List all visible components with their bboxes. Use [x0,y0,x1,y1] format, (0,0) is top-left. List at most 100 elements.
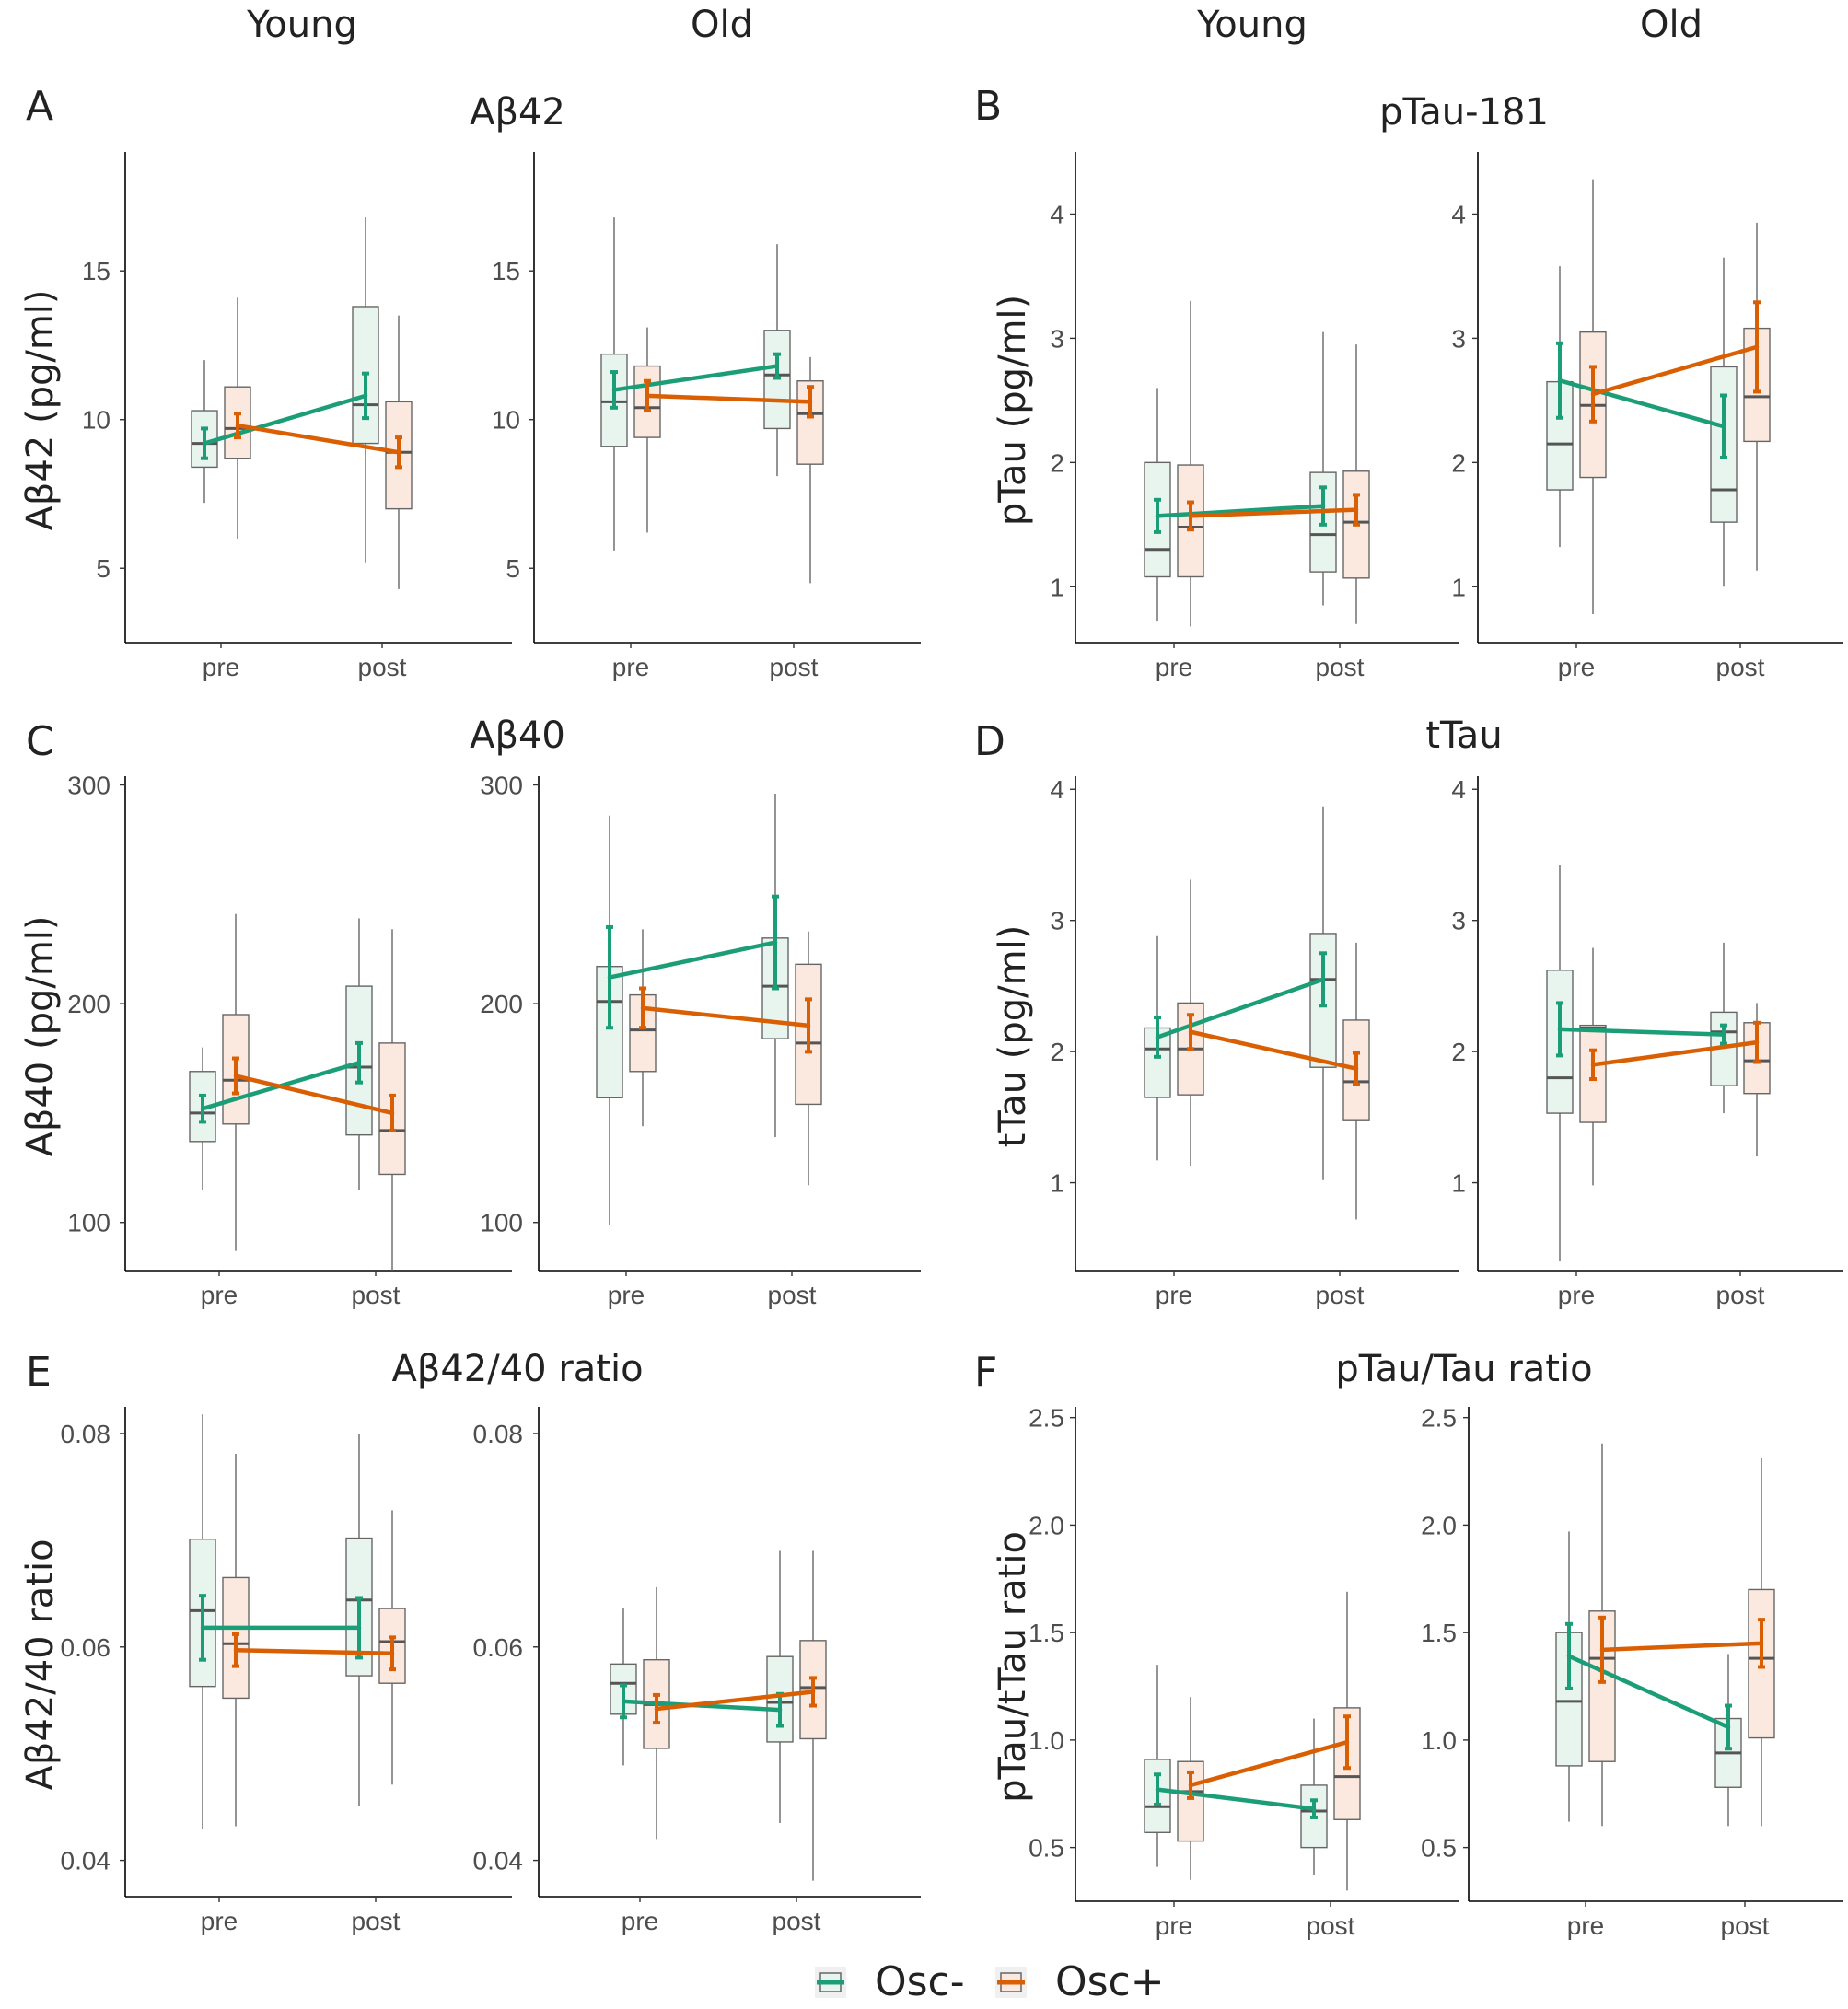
y-tick-label: 2 [1050,1038,1064,1066]
x-tick-label-post: post [1316,1281,1365,1309]
y-tick-label: 1.5 [1029,1619,1064,1647]
boxplot-osc-plus-post [1748,1458,1775,1827]
boxplot-osc-minus-post [766,1550,794,1824]
y-tick-label: 1.0 [1421,1726,1457,1755]
error-bar-osc-minus-post [1319,485,1327,527]
mean-line-osc-minus [1566,1654,1731,1730]
error-bar-osc-minus-pre [1565,1621,1573,1690]
error-bar-osc-minus-pre [1154,497,1161,534]
y-tick-label: 4 [1050,200,1064,228]
mean-line-osc-minus [1155,977,1326,1039]
mean-line-osc-plus [640,1005,811,1028]
mean-line-osc-plus [233,1074,395,1116]
panel-letter-a: A [26,83,53,130]
error-bar-osc-plus-post [807,385,814,419]
error-bar-osc-minus-pre [606,924,613,1030]
panel-old: 0.04 0.06 0.08 pre post [473,1407,921,1935]
error-bar-osc-minus-pre [1556,1001,1563,1058]
error-bar-osc-plus-pre [232,1056,239,1096]
chart-title: Aβ42 [470,91,565,134]
chart-c: C Aβ40 Aβ40 (pg/ml) 100 200 300 pre post 100 200 3… [19,714,921,1309]
column-header-old-left: Old [691,4,753,46]
error-bar-osc-minus-post [1720,1023,1727,1046]
error-bar-osc-minus-pre [1154,1772,1161,1806]
error-bar-osc-minus-pre [610,370,618,410]
y-tick-label: 3 [1050,324,1064,353]
x-tick-label-post: post [352,1907,401,1935]
y-tick-label: 0.08 [473,1420,524,1448]
boxplot-osc-plus-post [795,931,822,1186]
mean-line-osc-plus [1188,1029,1359,1071]
error-bar-osc-plus-post [389,1635,396,1672]
y-tick-label: 3 [1451,907,1466,935]
error-bar-osc-minus-pre [1154,1016,1161,1059]
error-bar-osc-plus-pre [1187,1770,1194,1800]
error-bar-osc-plus-pre [232,1632,239,1668]
mean-line-osc-plus [1188,1739,1350,1788]
error-bar-osc-plus-pre [1589,365,1597,424]
x-tick-label-pre: pre [1156,653,1192,681]
y-tick-label: 2.5 [1029,1404,1064,1433]
mean-line-osc-minus [1155,504,1326,518]
y-tick-label: 200 [67,990,110,1018]
y-tick-label: 2.0 [1421,1511,1457,1539]
error-bar-osc-plus-pre [234,412,241,440]
boxplot-osc-minus-pre [1144,935,1171,1161]
boxplot-osc-minus-pre [1144,1665,1171,1867]
error-bar-osc-minus-post [773,352,781,380]
boxplot-osc-minus-post [1300,1718,1328,1875]
x-tick-label-post: post [352,1281,401,1309]
y-axis-label: pTau (pg/ml) [992,295,1034,526]
y-tick-label: 3 [1050,907,1064,935]
y-tick-label: 100 [480,1209,523,1237]
error-bar-osc-plus-post [1353,1051,1360,1086]
boxplot-osc-plus-pre [1177,300,1204,627]
y-axis-label: tTau (pg/ml) [992,925,1034,1148]
y-tick-label: 1.0 [1029,1726,1064,1755]
y-tick-label: 0.06 [61,1633,111,1662]
error-bar-osc-minus-pre [1556,341,1563,420]
chart-e: E Aβ42/40 ratio Aβ42/40 ratio 0.04 0.06 0.08 p… [19,1348,921,1935]
boxplot-osc-plus-post [799,1550,827,1881]
chart-title: Aβ42/40 ratio [391,1348,643,1390]
y-tick-label: 10 [82,406,110,435]
chart-title: tTau [1425,714,1502,757]
legend-key-osc-minus: Osc- [815,1958,965,2005]
mean-line-osc-minus [611,364,780,392]
panel-young: 0.5 1.0 1.5 2.0 2.5 pre post [1029,1404,1459,1940]
y-tick-label: 5 [506,554,520,583]
mean-line-osc-plus [1590,1039,1760,1067]
y-tick-label: 1 [1451,573,1466,601]
y-tick-label: 1.5 [1421,1619,1457,1647]
error-bar-osc-minus-pre [201,426,208,460]
mean-line-osc-plus [233,1648,395,1655]
error-bar-osc-plus-post [1753,300,1761,394]
panel-letter-f: F [974,1349,997,1396]
legend-key-osc-plus: Osc+ [995,1958,1165,2005]
panel-young: 100 200 300 pre post [67,772,512,1309]
error-bar-osc-plus-post [389,1093,396,1132]
panel-young: 1 2 3 4 pre post [1050,152,1459,681]
x-tick-label-pre: pre [201,1281,238,1309]
x-tick-label-pre: pre [203,653,239,681]
error-bar-osc-minus-post [1720,393,1727,459]
x-tick-label-post: post [1716,1281,1765,1309]
mean-line-osc-minus [607,940,778,980]
x-tick-label-post: post [358,653,407,681]
panel-old: 0.5 1.0 1.5 2.0 2.5 pre post [1421,1404,1843,1940]
boxplot-osc-plus-pre [633,327,661,533]
chart-title: Aβ40 [470,714,565,757]
panel-old: 5 10 15 pre post [492,152,921,681]
boxplot-osc-minus-pre [189,1414,216,1829]
y-tick-label: 0.04 [473,1847,524,1875]
error-bar-osc-plus-pre [1187,500,1194,532]
column-header-young-right: Young [1196,4,1308,46]
y-tick-label: 0.06 [473,1633,524,1662]
x-tick-label-post: post [1716,653,1765,681]
error-bar-osc-plus-post [1353,493,1360,527]
error-bar-osc-minus-post [355,1596,363,1660]
y-tick-label: 300 [480,772,523,800]
error-bar-osc-plus-pre [644,378,651,413]
column-header-young-left: Young [246,4,357,46]
